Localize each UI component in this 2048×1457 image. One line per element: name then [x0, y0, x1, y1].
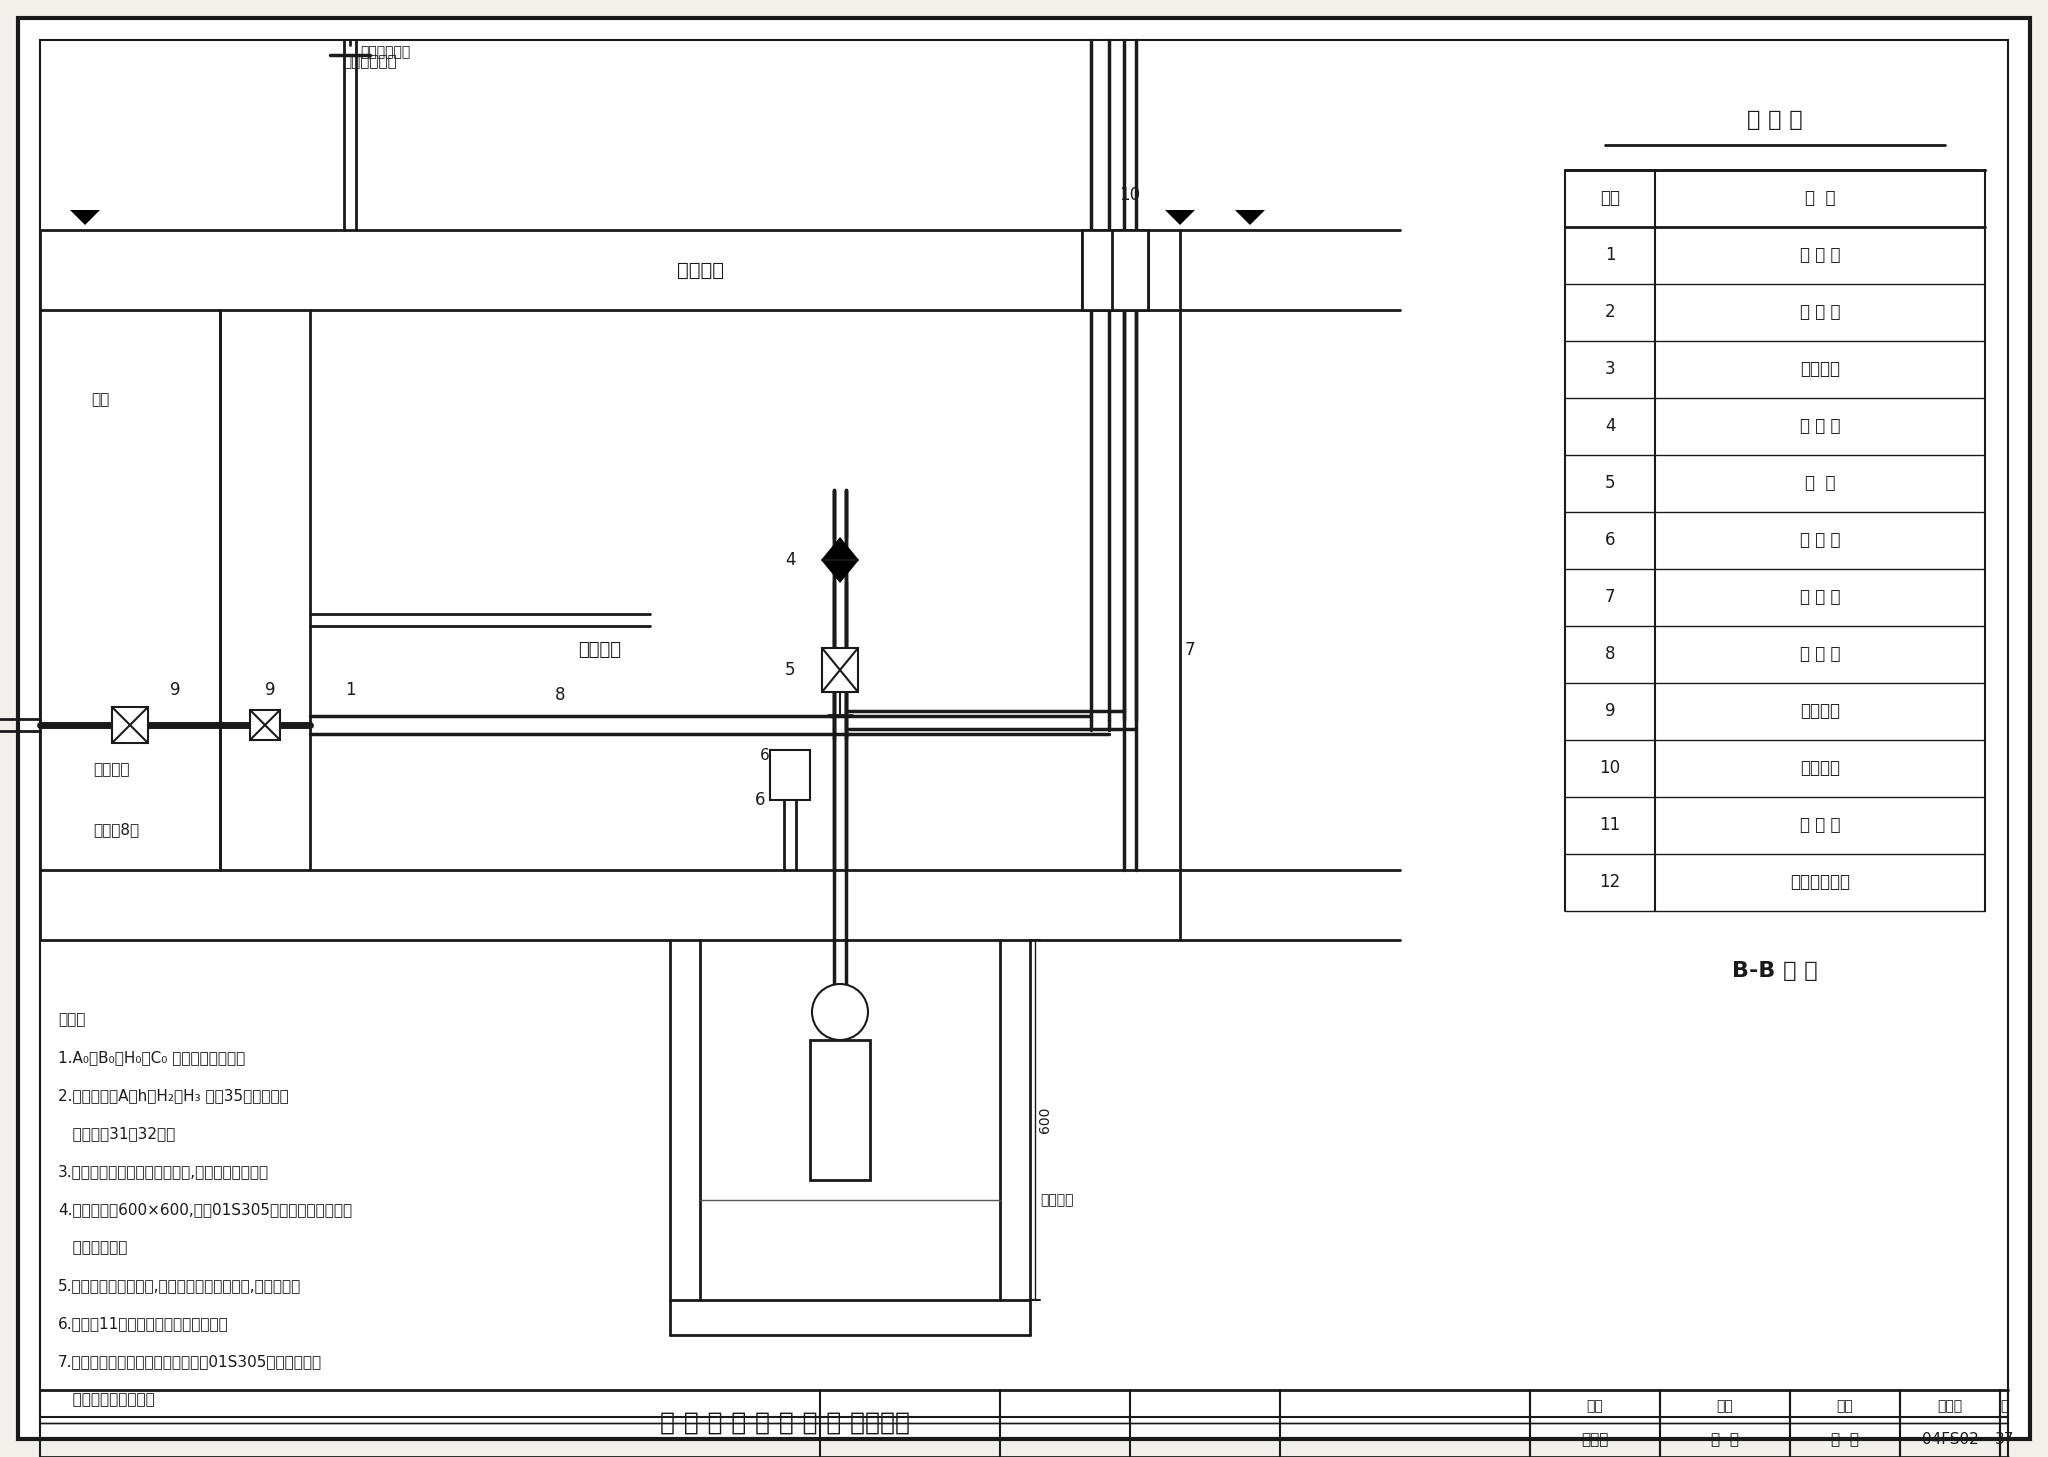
Text: 许为民: 许为民	[1581, 1432, 1608, 1447]
Text: 污 水 提 升 排 水 出 口 图（二）: 污 水 提 升 排 水 出 口 图（二）	[659, 1410, 909, 1435]
Text: 2: 2	[1606, 303, 1616, 321]
Text: 5: 5	[784, 661, 795, 679]
Circle shape	[811, 983, 868, 1040]
Bar	[1180, 230, 1380, 940]
Text: 安装详见31、32页。: 安装详见31、32页。	[57, 1126, 176, 1141]
Text: 6: 6	[1606, 530, 1616, 549]
Bar	[250, 710, 281, 740]
Text: 1.A₀、B₀、H₀、C₀ 由具体设计确定。: 1.A₀、B₀、H₀、C₀ 由具体设计确定。	[57, 1050, 246, 1065]
Text: 设 备 表: 设 备 表	[1747, 109, 1802, 130]
Text: 9: 9	[1606, 702, 1616, 720]
Text: 设计: 设计	[1837, 1399, 1853, 1413]
Text: 4.密闭井盖为600×600,详见01S305《小型潜水排污泵选: 4.密闭井盖为600×600,详见01S305《小型潜水排污泵选	[57, 1202, 352, 1218]
Text: 止 回 阀: 止 回 阀	[1800, 417, 1841, 436]
Text: 5: 5	[1606, 474, 1616, 492]
Polygon shape	[70, 210, 100, 224]
Text: 室外: 室外	[90, 392, 109, 408]
Text: 8: 8	[555, 686, 565, 704]
Text: 3: 3	[1606, 360, 1616, 377]
Bar	[821, 648, 858, 692]
Text: 污泵选用及安装》。: 污泵选用及安装》。	[57, 1393, 156, 1407]
Text: 钢丝网透气口: 钢丝网透气口	[342, 54, 397, 70]
Text: 名  称: 名 称	[1804, 189, 1835, 207]
Polygon shape	[1235, 210, 1266, 224]
Text: 最低水位: 最低水位	[1040, 1193, 1073, 1206]
Text: 铸铅密闭井盖: 铸铅密闭井盖	[1790, 873, 1849, 892]
Text: 9: 9	[264, 680, 274, 699]
Bar	[1112, 230, 1149, 310]
Text: 1: 1	[344, 680, 354, 699]
Text: 7.如果采用其它潜水排污泵安装详见01S305《小型潜水排: 7.如果采用其它潜水排污泵安装详见01S305《小型潜水排	[57, 1355, 322, 1370]
Text: 排至室外: 排至室外	[92, 762, 129, 778]
Text: 7: 7	[1606, 589, 1616, 606]
Text: 8: 8	[1606, 645, 1616, 663]
Bar	[670, 940, 700, 1300]
Text: 6.钢套管11与管道间缝隙用油麻填塞。: 6.钢套管11与管道间缝隙用油麻填塞。	[57, 1317, 229, 1332]
Bar	[41, 870, 1300, 940]
Text: 校对: 校对	[1716, 1399, 1733, 1413]
Text: 12: 12	[1599, 873, 1620, 892]
Text: 04FS02: 04FS02	[1921, 1432, 1978, 1447]
Text: 9: 9	[170, 680, 180, 699]
Text: 人防外部: 人防外部	[676, 261, 723, 280]
Text: 1: 1	[1606, 246, 1616, 264]
Text: 排 水 管: 排 水 管	[1800, 246, 1841, 264]
Text: 6: 6	[756, 791, 766, 809]
Text: 污 水 泵: 污 水 泵	[1800, 303, 1841, 321]
Bar	[41, 150, 219, 230]
Text: 钢丝网透气口: 钢丝网透气口	[360, 45, 410, 58]
Polygon shape	[1165, 210, 1194, 224]
Text: 审核: 审核	[1587, 1399, 1604, 1413]
Text: 钢 套 管: 钢 套 管	[1800, 816, 1841, 833]
Text: 页: 页	[1999, 1399, 2009, 1413]
Text: 说明：: 说明：	[57, 1013, 86, 1027]
Text: 用及安装》。: 用及安装》。	[57, 1240, 127, 1256]
Text: 37: 37	[1995, 1432, 2013, 1447]
Text: 5.图中尺寸为最小数值,设计计算结果小于此值,仍采用此值: 5.图中尺寸为最小数值,设计计算结果小于此值,仍采用此值	[57, 1278, 301, 1294]
Bar	[999, 940, 1030, 1300]
Text: 手 摇 泵: 手 摇 泵	[1800, 530, 1841, 549]
Text: 10: 10	[1599, 759, 1620, 777]
Bar	[1081, 230, 1118, 310]
Text: 排 出 管: 排 出 管	[1800, 645, 1841, 663]
Bar	[1180, 150, 1481, 230]
Bar	[113, 707, 147, 743]
Text: 4: 4	[784, 551, 795, 570]
Text: 透 气 管: 透 气 管	[1800, 589, 1841, 606]
Polygon shape	[821, 538, 858, 581]
Text: 3.污水泵运行由自动控制启、停,具体由设计确定。: 3.污水泵运行由自动控制启、停,具体由设计确定。	[57, 1164, 268, 1180]
Text: 图集号: 图集号	[1937, 1399, 1962, 1413]
Text: 郭  娜: 郭 娜	[1710, 1432, 1739, 1447]
Text: 地脚螺栓: 地脚螺栓	[1800, 360, 1839, 377]
Bar	[670, 1300, 1030, 1335]
Text: 2.污水泵安装A、h、H₂、H₃ 详见35页。手摇泵: 2.污水泵安装A、h、H₂、H₃ 详见35页。手摇泵	[57, 1088, 289, 1103]
Text: 详见第8页: 详见第8页	[92, 823, 139, 838]
Text: 防爆波阀: 防爆波阀	[1800, 702, 1839, 720]
Text: 密闭套管: 密闭套管	[1800, 759, 1839, 777]
Text: 6: 6	[760, 747, 770, 762]
Text: 闸  阀: 闸 阀	[1804, 474, 1835, 492]
Text: 600: 600	[1038, 1107, 1053, 1134]
Text: 10: 10	[1120, 186, 1141, 204]
Text: 任  放: 任 放	[1831, 1432, 1860, 1447]
Text: 4: 4	[1606, 417, 1616, 436]
Text: 人防内部: 人防内部	[578, 641, 621, 659]
Text: 7: 7	[1184, 641, 1196, 659]
Bar	[41, 310, 219, 870]
Bar	[41, 230, 1300, 310]
Text: 11: 11	[1599, 816, 1620, 833]
Bar	[770, 750, 811, 800]
Text: 编号: 编号	[1599, 189, 1620, 207]
Bar	[219, 310, 309, 870]
Text: B-B 剖 面: B-B 剖 面	[1733, 962, 1819, 981]
Bar	[811, 1040, 870, 1180]
